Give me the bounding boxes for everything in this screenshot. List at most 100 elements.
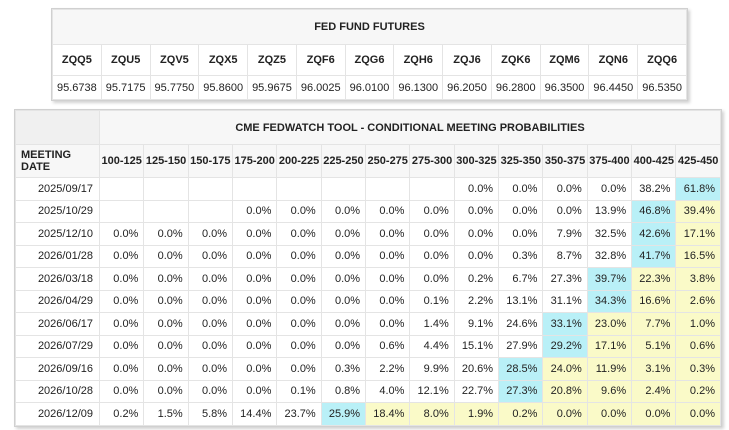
probability-cell (365, 177, 411, 201)
corner-cell (15, 110, 100, 145)
rate-range-header: 225-250 (320, 144, 367, 178)
probability-cell: 0.0% (98, 244, 145, 268)
probability-cell: 0.0% (453, 177, 500, 201)
probability-cell: 0.0% (276, 199, 322, 223)
futures-symbol-row: ZQQ5 ZQU5 ZQV5 ZQX5 ZQZ5 ZQF6 ZQG6 ZQH6 ZQJ6 ZQK6… (52, 44, 687, 76)
meeting-date: 2026/12/09 (15, 402, 100, 426)
rate-range-header: 200-225 (276, 144, 322, 178)
probability-cell (143, 199, 189, 223)
probability-cell: 0.0% (320, 312, 367, 336)
probability-cell: 0.0% (143, 334, 189, 358)
probability-cell: 0.0% (187, 334, 234, 358)
probability-cell: 0.0% (187, 289, 234, 313)
probability-cell: 9.6% (586, 379, 633, 403)
probability-cell: 0.0% (232, 199, 278, 223)
probability-cell: 23.7% (276, 402, 322, 426)
futures-symbol: ZQV5 (149, 44, 200, 76)
probabilities-title: CME FEDWATCH TOOL - CONDITIONAL MEETING … (99, 110, 721, 145)
probability-cell (98, 199, 145, 223)
meeting-row: 2026/01/28 0.0% 0.0% 0.0% 0.0% 0.0% 0.0% 0.0% 0.… (15, 244, 721, 268)
probability-cell: 0.2% (453, 267, 500, 291)
probability-cell: 18.4% (365, 402, 411, 426)
meeting-date: 2026/10/28 (15, 379, 100, 403)
probability-cell: 0.8% (320, 379, 367, 403)
probability-cell: 0.0% (631, 402, 677, 426)
probability-cell: 1.5% (143, 402, 189, 426)
probability-cell: 29.2% (542, 334, 588, 358)
probability-cell: 0.0% (143, 222, 189, 246)
probability-cell: 0.0% (187, 379, 234, 403)
rate-range-header: 425-450 (675, 144, 721, 178)
meeting-row: 2026/03/18 0.0% 0.0% 0.0% 0.0% 0.0% 0.0% 0.0% 0.… (15, 267, 721, 291)
meeting-row: 2025/12/10 0.0% 0.0% 0.0% 0.0% 0.0% 0.0% 0.0% 0.… (15, 222, 721, 246)
probability-cell: 20.8% (542, 379, 588, 403)
probability-cell: 25.9% (320, 402, 367, 426)
probability-cell: 0.0% (542, 402, 588, 426)
probability-cell: 12.1% (409, 379, 455, 403)
probability-cell: 0.0% (187, 244, 234, 268)
probability-cell: 24.0% (542, 357, 588, 381)
futures-symbol: ZQH6 (393, 44, 444, 76)
probability-cell: 0.0% (365, 199, 411, 223)
rate-range-header: 325-350 (498, 144, 544, 178)
futures-price: 96.2050 (442, 75, 492, 100)
probability-cell: 0.0% (187, 312, 234, 336)
futures-symbol: ZQK6 (490, 44, 541, 76)
meeting-date: 2026/01/28 (15, 244, 100, 268)
probability-cell: 0.0% (187, 357, 234, 381)
futures-price: 95.6738 (52, 75, 102, 100)
rate-range-header: 375-400 (586, 144, 633, 178)
futures-table: FED FUND FUTURES ZQQ5 ZQU5 ZQV5 ZQX5 ZQZ5 ZQF… (52, 9, 687, 100)
rate-range-header: 150-175 (187, 144, 234, 178)
probability-cell: 0.0% (453, 222, 500, 246)
probability-cell: 0.0% (276, 357, 322, 381)
probabilities-table: CME FEDWATCH TOOL - CONDITIONAL MEETING … (15, 110, 721, 426)
probability-cell: 27.9% (498, 334, 544, 358)
probability-cell: 0.3% (320, 357, 367, 381)
probability-cell: 1.4% (409, 312, 455, 336)
futures-price: 96.2800 (490, 75, 541, 100)
probability-cell: 28.5% (498, 357, 544, 381)
probability-cell: 0.0% (586, 177, 633, 201)
probability-cell: 3.8% (675, 267, 721, 291)
futures-symbol: ZQU5 (100, 44, 151, 76)
probability-cell: 0.0% (365, 312, 411, 336)
probability-cell: 23.0% (586, 312, 633, 336)
futures-symbol: ZQX5 (198, 44, 249, 76)
probability-cell (187, 177, 234, 201)
probability-cell: 15.1% (453, 334, 500, 358)
probability-cell: 41.7% (631, 244, 677, 268)
rate-range-header: 275-300 (409, 144, 455, 178)
futures-price: 95.7175 (100, 75, 151, 100)
probability-cell: 0.0% (276, 289, 322, 313)
probability-cell (320, 177, 367, 201)
probability-cell: 0.0% (365, 222, 411, 246)
probability-cell: 0.0% (98, 334, 145, 358)
probability-cell: 13.9% (586, 199, 633, 223)
probability-cell: 32.8% (586, 244, 633, 268)
probability-cell: 0.2% (498, 402, 544, 426)
meeting-date: 2026/03/18 (15, 267, 100, 291)
futures-price: 96.0100 (344, 75, 395, 100)
meeting-date: 2026/07/29 (15, 334, 100, 358)
probability-cell: 2.4% (631, 379, 677, 403)
probability-cell: 22.7% (453, 379, 500, 403)
probability-cell: 0.0% (675, 402, 721, 426)
futures-symbol: ZQJ6 (442, 44, 492, 76)
probability-cell: 0.0% (232, 244, 278, 268)
probability-cell: 4.0% (365, 379, 411, 403)
probability-cell: 20.6% (453, 357, 500, 381)
probability-cell: 0.0% (232, 357, 278, 381)
probability-cell: 0.0% (409, 267, 455, 291)
futures-price: 96.4450 (588, 75, 639, 100)
probability-cell: 0.3% (498, 244, 544, 268)
meeting-date: 2026/06/17 (15, 312, 100, 336)
probability-cell: 0.0% (365, 244, 411, 268)
probability-cell: 27.3% (498, 379, 544, 403)
futures-price-row: 95.6738 95.7175 95.7750 95.8600 95.9675 96.00… (52, 75, 687, 100)
fedwatch-probabilities-panel: CME FEDWATCH TOOL - CONDITIONAL MEETING … (14, 109, 722, 427)
probability-cell: 39.7% (586, 267, 633, 291)
probability-cell: 0.0% (586, 402, 633, 426)
probability-cell: 0.0% (232, 379, 278, 403)
meeting-row: 2026/10/28 0.0% 0.0% 0.0% 0.0% 0.1% 0.8% 4.0% 12… (15, 379, 721, 403)
